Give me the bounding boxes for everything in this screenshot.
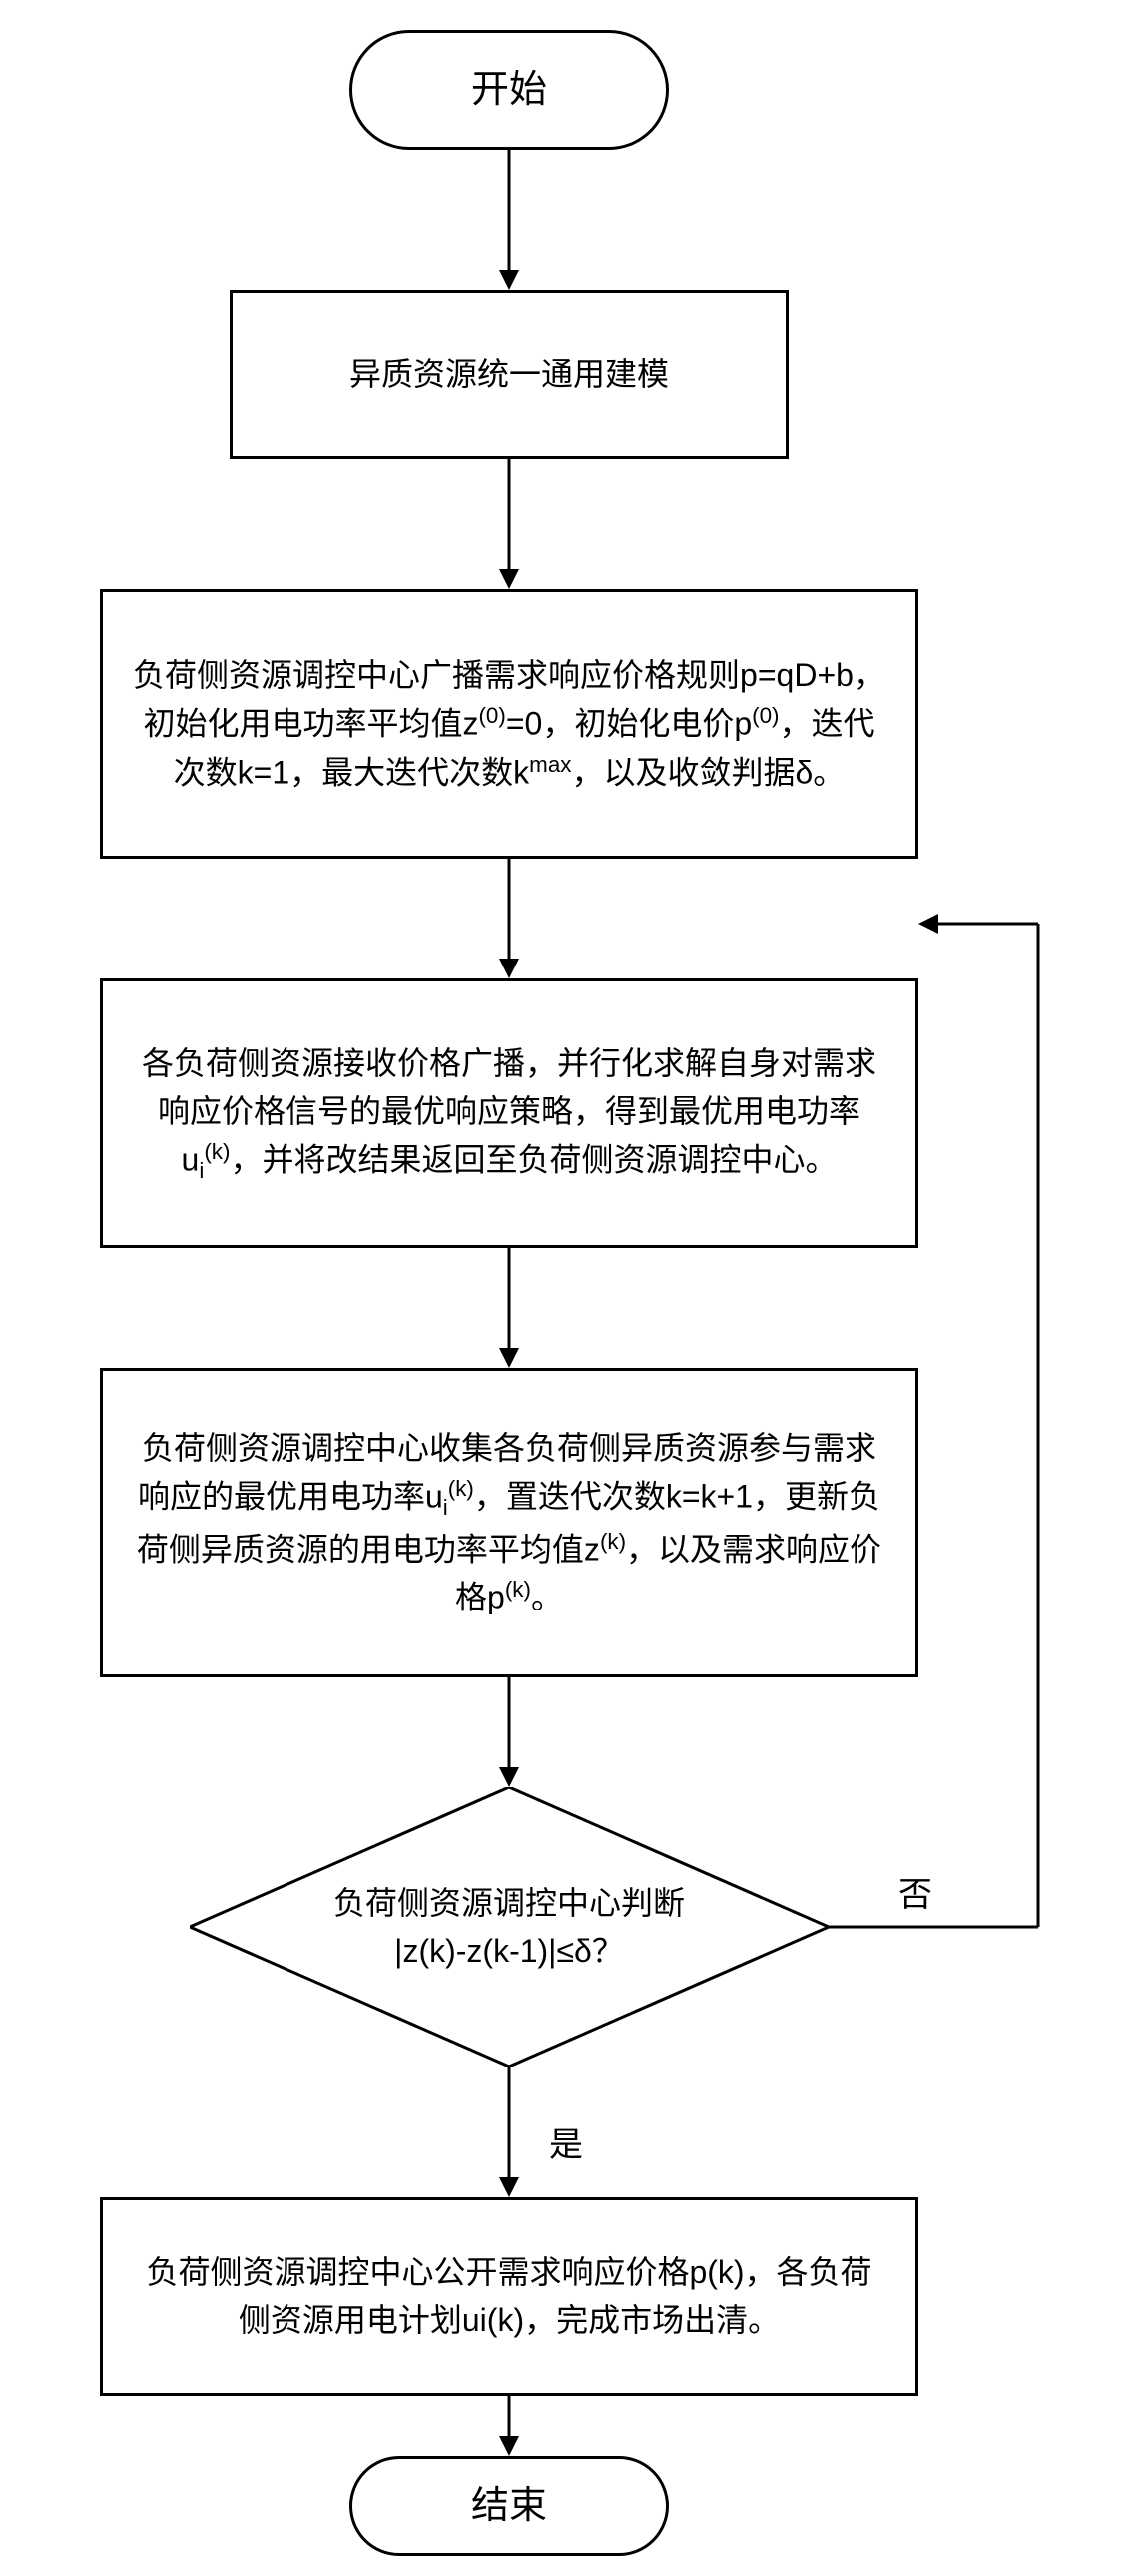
node-end: 结束 xyxy=(349,2456,669,2556)
node-step3-label: 各负荷侧资源接收价格广播，并行化求解自身对需求响应价格信号的最优响应策略，得到最… xyxy=(133,1039,885,1188)
edge-step4-decision xyxy=(489,1677,529,1787)
node-step1-label: 异质资源统一通用建模 xyxy=(349,350,669,398)
node-start-label: 开始 xyxy=(471,62,547,119)
node-decision: 负荷侧资源调控中心判断|z(k)-z(k-1)|≤δ？ xyxy=(190,1787,829,2067)
node-step1: 异质资源统一通用建模 xyxy=(230,290,789,459)
node-step2: 负荷侧资源调控中心广播需求响应价格规则p=qD+b，初始化用电功率平均值z(0)… xyxy=(100,589,918,859)
node-step4-label: 负荷侧资源调控中心收集各负荷侧异质资源参与需求响应的最优用电功率ui(k)，置迭… xyxy=(133,1424,885,1621)
node-step4: 负荷侧资源调控中心收集各负荷侧异质资源参与需求响应的最优用电功率ui(k)，置迭… xyxy=(100,1368,918,1677)
edge-step3-step4 xyxy=(489,1248,529,1368)
edge-start-step1 xyxy=(489,150,529,290)
label-no: 否 xyxy=(898,1867,932,1916)
edge-decision-step5 xyxy=(489,2067,529,2197)
label-yes: 是 xyxy=(549,2117,583,2166)
edge-decision-step3 xyxy=(819,909,1078,1937)
edge-step2-step3 xyxy=(489,859,529,978)
node-start: 开始 xyxy=(349,30,669,150)
node-decision-label: 负荷侧资源调控中心判断|z(k)-z(k-1)|≤δ？ xyxy=(254,1879,765,1975)
node-end-label: 结束 xyxy=(471,2478,547,2535)
node-step2-label: 负荷侧资源调控中心广播需求响应价格规则p=qD+b，初始化用电功率平均值z(0)… xyxy=(133,651,885,796)
node-step5: 负荷侧资源调控中心公开需求响应价格p(k)，各负荷侧资源用电计划ui(k)，完成… xyxy=(100,2197,918,2396)
node-step5-label: 负荷侧资源调控中心公开需求响应价格p(k)，各负荷侧资源用电计划ui(k)，完成… xyxy=(133,2249,885,2344)
edge-step1-step2 xyxy=(489,459,529,589)
node-step3: 各负荷侧资源接收价格广播，并行化求解自身对需求响应价格信号的最优响应策略，得到最… xyxy=(100,978,918,1248)
edge-step5-end xyxy=(489,2396,529,2456)
flowchart-container: 开始 异质资源统一通用建模 负荷侧资源调控中心广播需求响应价格规则p=qD+b，… xyxy=(0,0,1143,2576)
